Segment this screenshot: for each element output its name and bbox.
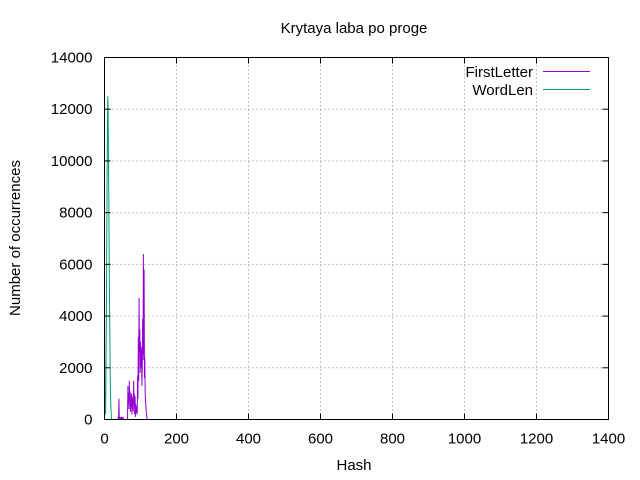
x-tick-label: 0 (100, 431, 108, 448)
plot-border (104, 57, 609, 420)
x-tick-label: 600 (308, 431, 333, 448)
grid (104, 57, 609, 420)
y-tick-label: 2000 (59, 360, 92, 377)
y-tick-label: 0 (84, 412, 92, 429)
x-tick-label: 400 (236, 431, 261, 448)
y-tick-label: 12000 (51, 101, 93, 118)
x-tick-label: 800 (380, 431, 405, 448)
axis-ticks: 0 200 400 600 800 1000 1200 1400020004000600080… (51, 50, 625, 448)
x-tick-label: 200 (164, 431, 189, 448)
series-line-firstletter (117, 254, 151, 420)
y-tick-label: 8000 (59, 205, 92, 222)
y-tick-label: 14000 (51, 50, 93, 67)
x-axis-label: Hash (336, 457, 371, 474)
legend-label-wordlen: WordLen (472, 82, 533, 99)
y-tick-label: 4000 (59, 308, 92, 325)
x-tick-label: 1200 (520, 431, 553, 448)
x-tick-label: 1000 (448, 431, 481, 448)
y-tick-label: 10000 (51, 153, 93, 170)
chart-title: Krytaya laba po proge (281, 20, 428, 37)
y-axis-label: Number of occurrences (7, 160, 24, 316)
y-tick-label: 6000 (59, 256, 92, 273)
legend: FirstLetter WordLen (465, 64, 590, 99)
x-tick-label: 1400 (592, 431, 625, 448)
legend-label-firstletter: FirstLetter (465, 64, 533, 81)
